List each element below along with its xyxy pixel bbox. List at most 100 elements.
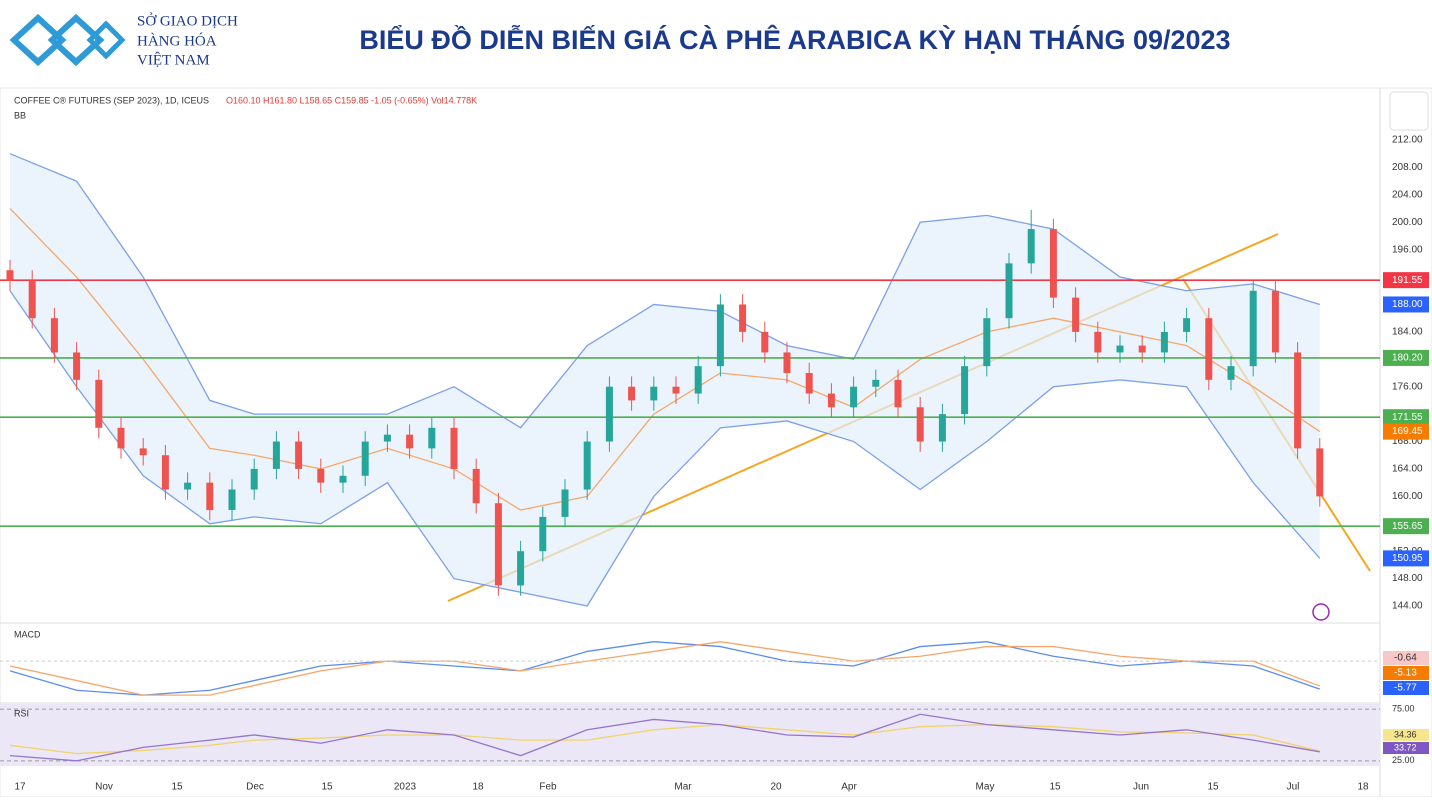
candle-body xyxy=(983,318,991,367)
band-line xyxy=(9,290,1321,607)
indicator-label: BB xyxy=(14,110,26,120)
candle-body xyxy=(406,434,414,449)
x-tick-label: 20 xyxy=(770,782,782,793)
y-tick-label: 168.00 xyxy=(1392,436,1423,447)
price-tag-label: 150.95 xyxy=(1392,553,1423,564)
candle-body xyxy=(628,386,636,401)
candle-body xyxy=(28,280,36,319)
y-tick-label: 212.00 xyxy=(1392,135,1423,146)
candle-body xyxy=(650,386,658,401)
rsi-tick-label: 75.00 xyxy=(1392,703,1415,713)
candle-body xyxy=(117,427,125,449)
rsi-tag xyxy=(1383,742,1429,754)
y-tick-label: 204.00 xyxy=(1392,189,1423,200)
ohlc-info: O160.10 H161.80 L158.65 C159.85 -1.05 (-… xyxy=(226,95,477,105)
macd-line xyxy=(9,641,1321,696)
candle-body xyxy=(95,379,103,428)
band-line xyxy=(9,153,1320,429)
indicator-label: RSI xyxy=(14,708,29,718)
price-tag-label: 191.55 xyxy=(1392,275,1423,286)
candle-body xyxy=(1160,331,1168,353)
candle-body xyxy=(339,475,347,483)
band-fill xyxy=(10,153,1320,607)
rsi-line xyxy=(9,713,1320,762)
candle-body xyxy=(1005,263,1013,319)
candle-body xyxy=(1183,318,1191,332)
candle-body xyxy=(561,489,569,517)
price-tag-label: 171.55 xyxy=(1392,412,1423,423)
y-tick-label: 160.00 xyxy=(1392,491,1423,502)
candle-body xyxy=(206,482,214,511)
candle-body xyxy=(783,352,791,373)
x-tick-label: 2023 xyxy=(394,782,417,793)
price-tag xyxy=(1383,550,1429,567)
price-tag xyxy=(1383,423,1429,440)
candle-body xyxy=(605,386,613,442)
y-tick-label: 144.00 xyxy=(1392,601,1423,612)
x-tick-label: Dec xyxy=(246,782,264,793)
candle-body xyxy=(361,441,369,476)
candle-body xyxy=(1249,290,1257,367)
title: BIỂU ĐỒ DIỄN BIẾN GIÁ CÀ PHÊ ARABICA KỲ … xyxy=(359,24,1230,55)
candle-body xyxy=(6,270,14,281)
rsi-tag-label: 33.72 xyxy=(1394,742,1417,752)
rsi-tag xyxy=(1383,729,1429,741)
candle-body xyxy=(1094,331,1102,353)
candle-body xyxy=(872,379,880,387)
rsi-background xyxy=(0,704,1380,766)
macd-tag xyxy=(1383,681,1429,695)
candle-body xyxy=(517,551,525,586)
macd-tag-label: -5.77 xyxy=(1394,683,1417,694)
candle-body xyxy=(539,516,547,552)
macd-line xyxy=(9,641,1321,696)
candle-body xyxy=(73,352,81,380)
candle-body xyxy=(428,427,436,449)
x-tick-label: 17 xyxy=(14,782,26,793)
y-tick-label: 200.00 xyxy=(1392,217,1423,228)
candle-body xyxy=(716,304,724,367)
candle-body xyxy=(1116,345,1124,353)
candle-body xyxy=(961,366,969,415)
rsi-tick-label: 25.00 xyxy=(1392,755,1415,765)
y-tick-label: 196.00 xyxy=(1392,244,1423,255)
rsi-tag-label: 34.36 xyxy=(1394,729,1417,739)
candle-body xyxy=(1072,297,1080,332)
macd-tag-label: -0.64 xyxy=(1394,653,1417,664)
y-tick-label: 176.00 xyxy=(1392,381,1423,392)
y-tick-label: 164.00 xyxy=(1392,464,1423,475)
candle-body xyxy=(472,468,480,504)
candle-body xyxy=(761,331,769,353)
candle-body xyxy=(228,489,236,511)
price-tag-label: 169.45 xyxy=(1392,426,1423,437)
x-tick-label: 15 xyxy=(1207,782,1219,793)
rsi-line xyxy=(9,723,1320,755)
candle-body xyxy=(1138,345,1146,353)
x-tick-label: Nov xyxy=(95,782,113,793)
candle-body xyxy=(1271,290,1279,353)
candle-body xyxy=(1027,229,1035,264)
candle-body xyxy=(161,455,169,490)
candle-body xyxy=(938,414,946,442)
tool-button[interactable] xyxy=(1389,91,1429,131)
candle-body xyxy=(383,434,391,442)
candle-body xyxy=(1227,366,1235,380)
indicator-label: MACD xyxy=(14,629,41,639)
candle-body xyxy=(272,441,280,469)
price-tag-label: 155.65 xyxy=(1392,521,1423,532)
logo-line: HÀNG HÓA xyxy=(137,32,217,49)
candle-body xyxy=(1049,229,1057,298)
price-tag-label: 180.20 xyxy=(1392,353,1423,364)
x-tick-label: 18 xyxy=(472,782,484,793)
x-tick-label: 15 xyxy=(321,782,333,793)
alert-icon[interactable] xyxy=(1312,603,1330,621)
x-tick-label: 15 xyxy=(1049,782,1061,793)
price-tag xyxy=(1383,518,1429,535)
candle-body xyxy=(450,427,458,469)
candle-body xyxy=(50,318,58,353)
candle-body xyxy=(850,386,858,408)
x-tick-label: Feb xyxy=(539,782,557,793)
candle-body xyxy=(295,441,303,469)
candle-body xyxy=(694,366,702,394)
y-tick-label: 208.00 xyxy=(1392,162,1423,173)
